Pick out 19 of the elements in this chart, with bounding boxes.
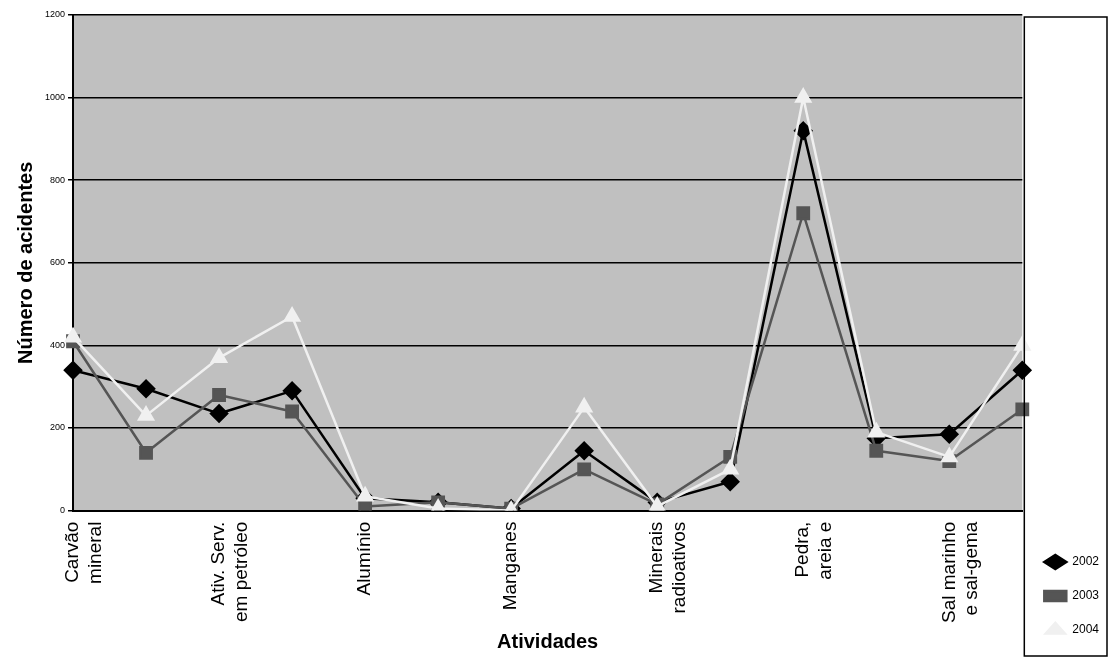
legend-label: 2002 — [1072, 554, 1100, 569]
x-tick-label: Sal marinho e sal-gema — [937, 521, 982, 624]
y-tick-label: 0 — [60, 505, 66, 516]
legend-label: 2004 — [1072, 622, 1100, 637]
x-tick-label: Minerais radioativos — [645, 521, 690, 614]
legend-label: 2003 — [1072, 588, 1100, 603]
x-tick-label: Alumínio — [353, 521, 375, 596]
y-tick-label: 1200 — [44, 9, 66, 20]
y-tick-label: 600 — [49, 257, 66, 268]
x-axis-title: Atividades — [497, 629, 599, 652]
y-tick-label: 1000 — [44, 92, 66, 103]
y-axis-title: Número de acidentes — [13, 161, 36, 364]
y-tick-label: 200 — [49, 422, 66, 433]
x-tick-label: Manganes — [499, 521, 521, 611]
y-tick-label: 800 — [49, 174, 66, 185]
x-tick-label: Carvão mineral — [61, 521, 106, 584]
x-tick-label: Pedra, areia e — [791, 521, 836, 580]
y-tick-label: 400 — [49, 339, 66, 350]
x-tick-label: Ativ. Serv. em petróleo — [207, 521, 252, 622]
